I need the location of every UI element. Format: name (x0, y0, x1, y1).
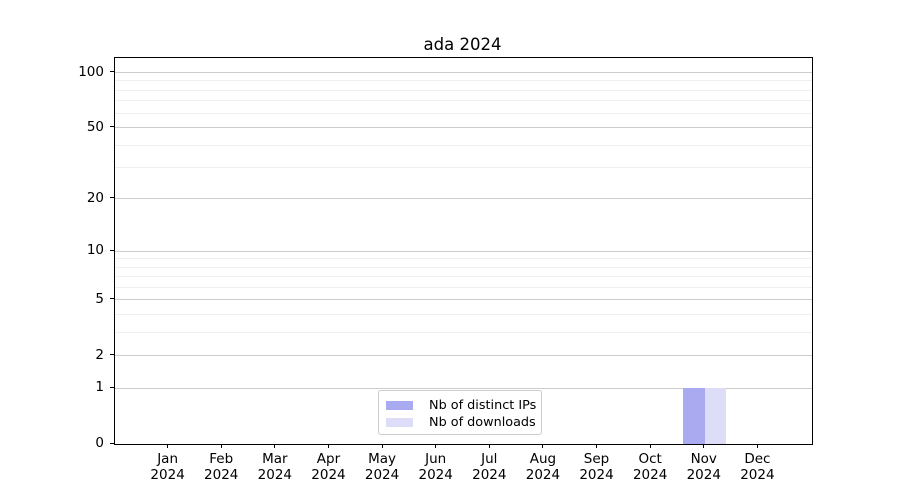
gridline-minor (115, 258, 812, 260)
x-tick-mark (649, 444, 651, 448)
x-tick-label: Aug 2024 (525, 451, 561, 483)
gridline-minor (115, 286, 812, 288)
gridline-minor (115, 89, 812, 91)
y-tick-label: 50 (86, 118, 104, 135)
y-tick-label: 1 (95, 379, 104, 396)
gridline-major (115, 387, 812, 389)
gridline-minor (115, 144, 812, 146)
x-tick-label: Mar 2024 (257, 451, 293, 483)
gridline-minor (115, 331, 812, 333)
y-tick-mark (110, 249, 114, 251)
x-tick-mark (167, 444, 169, 448)
gridline-minor (115, 80, 812, 82)
gridline-minor (115, 313, 812, 315)
gridline-major (115, 299, 812, 301)
bar-nov-2024-s0 (683, 388, 705, 444)
y-tick-mark (110, 126, 114, 128)
legend-item-downloads: Nb of downloads (386, 414, 536, 430)
gridline-minor (115, 167, 812, 169)
x-tick-mark (435, 444, 437, 448)
x-tick-mark (542, 444, 544, 448)
gridline-minor (115, 266, 812, 268)
legend-swatch-downloads (386, 417, 413, 427)
y-tick-mark (110, 442, 114, 444)
y-tick-mark (110, 298, 114, 300)
plot-area (114, 57, 813, 445)
chart-title: ada 2024 (423, 35, 502, 54)
gridline-major (115, 127, 812, 129)
x-tick-label: May 2024 (364, 451, 400, 483)
x-tick-label: Jun 2024 (418, 451, 453, 483)
x-tick-label: Jul 2024 (472, 451, 507, 483)
x-tick-label: Feb 2024 (204, 451, 239, 483)
y-tick-mark (110, 197, 114, 199)
legend-item-distinct-ips: Nb of distinct IPs (386, 397, 537, 413)
gridline-minor (115, 112, 812, 114)
x-tick-mark (703, 444, 705, 448)
y-tick-mark (110, 71, 114, 73)
y-tick-mark (110, 354, 114, 356)
x-tick-label: Oct 2024 (632, 451, 668, 483)
x-tick-mark (596, 444, 598, 448)
y-tick-label: 5 (95, 290, 104, 307)
legend: Nb of distinct IPs Nb of downloads (378, 390, 542, 435)
bar-nov-2024-s1 (704, 388, 727, 444)
legend-label-downloads: Nb of downloads (429, 414, 536, 430)
x-tick-mark (381, 444, 383, 448)
gridline-major (115, 355, 812, 357)
gridline-major (115, 72, 812, 74)
x-tick-label: Jan 2024 (150, 451, 185, 483)
gridline-minor (115, 100, 812, 102)
gridline-minor (115, 276, 812, 278)
y-tick-label: 20 (86, 189, 104, 206)
x-tick-mark (327, 444, 329, 448)
x-tick-label: Sep 2024 (579, 451, 614, 483)
legend-swatch-distinct-ips (386, 400, 413, 410)
y-tick-mark (110, 386, 114, 388)
x-tick-mark (756, 444, 758, 448)
y-tick-label: 2 (95, 346, 104, 363)
x-tick-label: Dec 2024 (740, 451, 775, 483)
x-tick-label: Nov 2024 (686, 451, 721, 483)
x-tick-mark (220, 444, 222, 448)
y-tick-label: 100 (78, 63, 104, 80)
y-tick-label: 0 (95, 435, 104, 451)
x-tick-mark (274, 444, 276, 448)
legend-label-distinct-ips: Nb of distinct IPs (429, 397, 537, 413)
y-tick-label: 10 (86, 242, 104, 258)
x-tick-mark (488, 444, 490, 448)
x-tick-label: Apr 2024 (311, 451, 346, 483)
gridline-major (115, 250, 812, 252)
gridline-major (115, 198, 812, 200)
